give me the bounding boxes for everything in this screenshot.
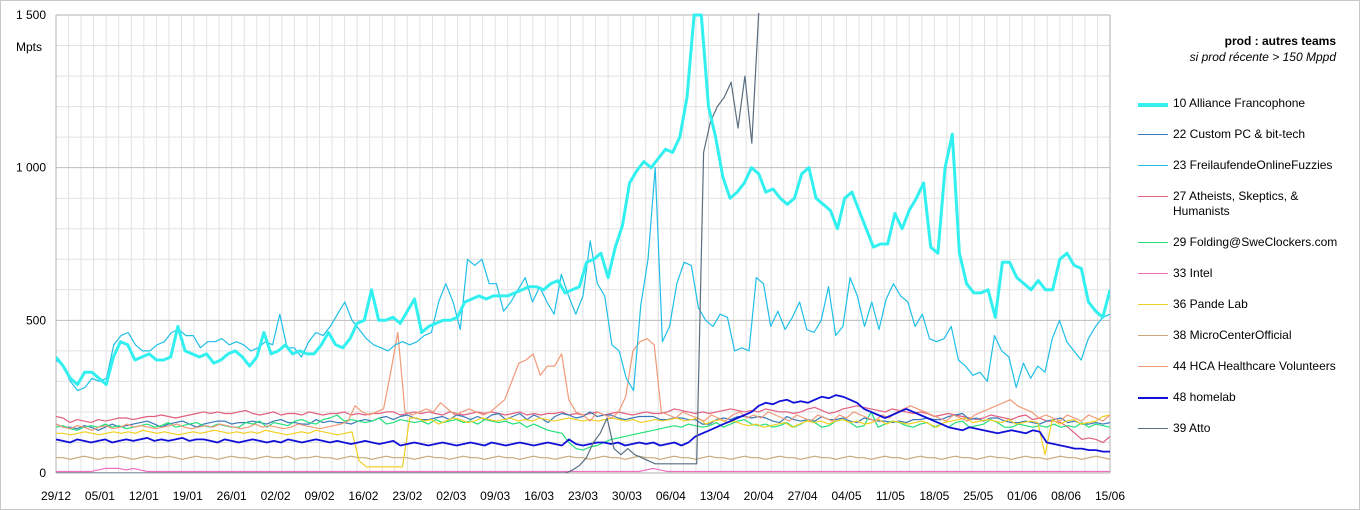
- x-tick-label: 29/12: [41, 489, 71, 503]
- series-line-11: [56, 13, 760, 473]
- y-axis-label: Mpts: [16, 40, 43, 54]
- x-tick-label: 02/02: [261, 489, 291, 503]
- x-tick-label: 18/05: [919, 489, 949, 503]
- legend-swatch: [1138, 335, 1168, 336]
- series-line-1: [56, 13, 1110, 386]
- x-tick-label: 02/03: [436, 489, 466, 503]
- y-axis-ticks: 0 500 1 000 1 500: [16, 8, 46, 480]
- legend-swatch: [1138, 242, 1168, 243]
- x-tick-label: 20/04: [744, 489, 774, 503]
- legend-item: 44 HCA Healthcare Volunteers: [1138, 359, 1354, 390]
- x-tick-label: 25/05: [963, 489, 993, 503]
- legend-item: 39 Atto: [1138, 421, 1354, 452]
- x-tick-label: 12/01: [129, 489, 159, 503]
- series-line-8: [56, 455, 1110, 460]
- legend-label: 22 Custom PC & bit-tech: [1173, 127, 1306, 141]
- y-tick-label: 1 500: [16, 8, 46, 22]
- x-tick-label: 01/06: [1007, 489, 1037, 503]
- chart-title: prod : autres teams: [1224, 34, 1336, 48]
- series-line-9: [56, 331, 1110, 431]
- legend-label: 39 Atto: [1173, 421, 1211, 435]
- legend-item: 27 Atheists, Skeptics, & Humanists: [1138, 189, 1354, 235]
- legend-label: 38 MicroCenterOfficial: [1173, 328, 1292, 342]
- x-tick-label: 23/03: [568, 489, 598, 503]
- x-tick-label: 11/05: [876, 489, 905, 503]
- series-line-2: [56, 411, 1110, 431]
- legend-label: 23 FreilaufendeOnlineFuzzies: [1173, 158, 1333, 172]
- x-tick-label: 05/01: [85, 489, 115, 503]
- series-line-7: [56, 414, 1110, 468]
- legend: 10 Alliance Francophone 22 Custom PC & bi…: [1138, 96, 1354, 452]
- legend-label: 48 homelab: [1173, 390, 1236, 404]
- y-tick-label: 1 000: [16, 161, 46, 175]
- grid-lines: [55, 14, 1111, 474]
- legend-swatch: [1138, 103, 1168, 107]
- x-tick-label: 23/02: [392, 489, 422, 503]
- legend-item: 23 FreilaufendeOnlineFuzzies: [1138, 158, 1354, 189]
- legend-swatch: [1138, 428, 1168, 429]
- x-tick-label: 04/05: [831, 489, 861, 503]
- legend-item: 10 Alliance Francophone: [1138, 96, 1354, 127]
- x-tick-label: 19/01: [173, 489, 203, 503]
- x-tick-label: 27/04: [788, 489, 818, 503]
- x-tick-label: 09/03: [480, 489, 510, 503]
- legend-label: 33 Intel: [1173, 266, 1213, 280]
- x-tick-label: 16/03: [524, 489, 554, 503]
- x-tick-label: 16/02: [348, 489, 378, 503]
- legend-label: 44 HCA Healthcare Volunteers: [1173, 359, 1336, 373]
- legend-item: 48 homelab: [1138, 390, 1354, 421]
- x-tick-label: 13/04: [700, 489, 730, 503]
- y-tick-label: 0: [39, 466, 46, 480]
- x-tick-label: 06/04: [656, 489, 686, 503]
- y-tick-label: 500: [26, 313, 46, 327]
- legend-item: 33 Intel: [1138, 266, 1354, 297]
- x-tick-label: 15/06: [1095, 489, 1125, 503]
- legend-label: 27 Atheists, Skeptics, & Humanists: [1173, 189, 1299, 218]
- legend-item: 29 Folding@SweClockers.com: [1138, 235, 1354, 266]
- chart-subtitle: si prod récente > 150 Mppd: [1189, 50, 1336, 64]
- legend-item: 22 Custom PC & bit-tech: [1138, 127, 1354, 158]
- legend-swatch: [1138, 196, 1168, 197]
- x-axis-ticks: 29/12 05/01 12/01 19/01 26/01 02/02 09/02 16/02…: [41, 489, 1125, 503]
- legend-label: 10 Alliance Francophone: [1173, 96, 1306, 110]
- legend-item: 36 Pande Lab: [1138, 297, 1354, 328]
- legend-swatch: [1138, 397, 1168, 399]
- x-tick-label: 08/06: [1051, 489, 1081, 503]
- series-lines: [56, 13, 1110, 473]
- legend-label: 36 Pande Lab: [1173, 297, 1248, 311]
- series-line-6: [56, 467, 1110, 473]
- x-tick-label: 30/03: [612, 489, 642, 503]
- legend-swatch: [1138, 134, 1168, 135]
- legend-swatch: [1138, 165, 1168, 166]
- x-tick-label: 09/02: [304, 489, 334, 503]
- legend-swatch: [1138, 304, 1168, 305]
- legend-item: 38 MicroCenterOfficial: [1138, 328, 1354, 359]
- legend-swatch: [1138, 273, 1168, 274]
- legend-label: 29 Folding@SweClockers.com: [1173, 235, 1338, 249]
- series-line-10: [56, 394, 1110, 453]
- x-tick-label: 26/01: [217, 489, 247, 503]
- series-line-3: [56, 167, 1110, 392]
- legend-swatch: [1138, 366, 1168, 367]
